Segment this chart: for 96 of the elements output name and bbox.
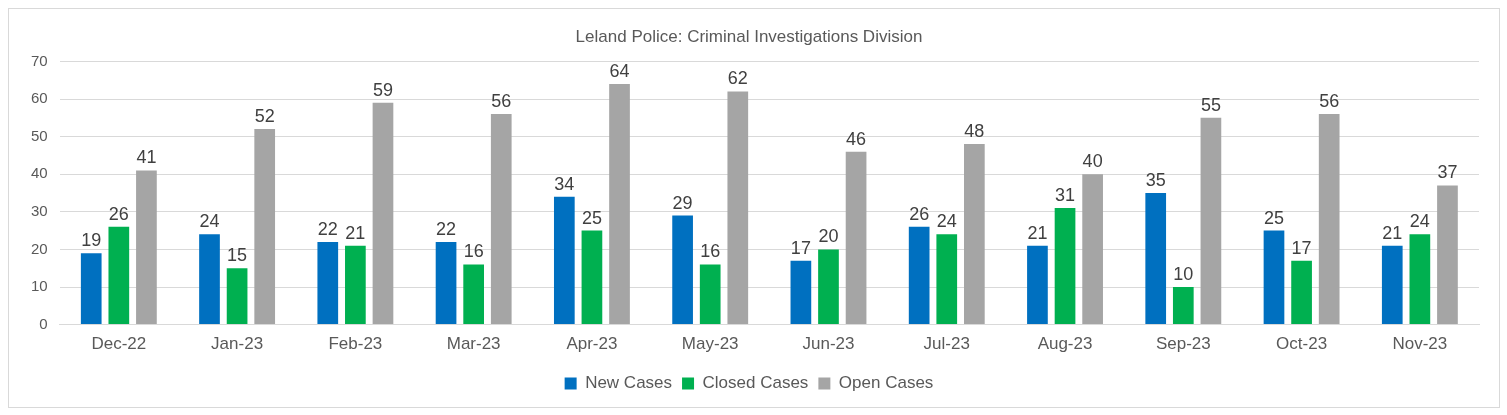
data-label: 16 [463,241,484,262]
chart-title: Leland Police: Criminal Investigations Division [575,26,923,46]
data-label: 15 [227,245,248,266]
bar [845,151,867,325]
x-tick-label: Feb-23 [328,334,383,354]
bar [790,260,812,325]
y-tick-label: 30 [31,201,48,219]
y-tick-label: 60 [31,89,48,107]
bar [1291,260,1312,325]
x-tick-label: Oct-23 [1276,334,1328,354]
data-label: 52 [254,106,275,127]
bar [553,196,575,325]
y-tick-label: 50 [31,126,48,144]
data-label: 10 [1173,263,1194,284]
data-label: 16 [700,241,721,262]
bar [699,264,721,325]
data-label: 21 [1382,222,1403,243]
data-label: 21 [1027,222,1048,243]
bar [1437,185,1458,325]
bar [108,226,130,325]
data-label: 37 [1437,162,1458,183]
data-label: 17 [1291,237,1312,258]
x-tick-label: Nov-23 [1392,334,1448,354]
bar [1027,245,1048,325]
legend-label: Open Cases [838,373,934,393]
bar [226,268,248,325]
y-tick-label: 40 [31,164,48,182]
y-tick-label: 20 [31,239,48,257]
y-tick-label: 0 [39,314,48,332]
data-label: 35 [1145,169,1166,190]
bar [672,215,693,325]
data-label: 48 [964,121,985,142]
x-tick-label: Aug-23 [1037,334,1093,354]
bar [435,241,457,325]
bar [1318,114,1340,325]
bar [581,230,603,325]
data-label: 24 [1409,211,1430,232]
x-tick-label: May-23 [681,334,739,354]
data-label: 31 [1055,185,1076,206]
bar [345,245,366,325]
bar [372,102,394,325]
bar [908,226,930,325]
data-label: 40 [1082,151,1103,172]
bar [463,264,484,325]
bar [964,144,985,325]
bar [1200,117,1222,325]
data-label: 26 [909,203,930,224]
bar [1263,230,1285,325]
bar [254,129,276,325]
data-label: 56 [491,91,512,112]
bar [936,234,958,325]
bar [1082,174,1103,325]
bar [818,249,839,325]
data-label: 22 [317,218,338,239]
data-label: 17 [790,237,811,258]
y-tick-label: 10 [31,277,48,295]
data-label: 26 [108,203,129,224]
data-label: 22 [436,218,457,239]
legend-label: Closed Cases [702,373,809,393]
bar [1172,287,1194,325]
data-label: 29 [672,192,693,213]
bar [136,170,157,325]
data-label: 25 [581,207,602,228]
data-label: 24 [199,211,220,232]
data-label: 55 [1200,94,1221,115]
x-tick-label: Jul-23 [923,334,970,354]
data-label: 64 [609,60,630,81]
data-label: 21 [345,222,366,243]
data-label: 59 [372,79,393,100]
bar [317,241,339,325]
legend-label: New Cases [585,373,673,393]
data-label: 41 [136,147,157,168]
bar [1381,245,1403,325]
bar [1054,208,1076,325]
x-tick-label: Dec-22 [91,334,147,354]
x-tick-label: Mar-23 [446,334,501,354]
y-tick-label: 70 [31,51,48,69]
data-label: 34 [554,173,575,194]
bar [727,91,749,325]
data-label: 19 [81,230,102,251]
data-label: 25 [1263,207,1284,228]
bar [609,83,630,325]
data-label: 20 [818,226,839,247]
bar [1409,234,1431,325]
bar [80,253,102,325]
data-label: 62 [727,68,748,89]
data-label: 24 [936,211,957,232]
x-tick-label: Jun-23 [802,334,855,354]
bar [490,114,512,325]
bar [199,234,220,325]
x-tick-label: Jan-23 [211,334,264,354]
data-label: 46 [846,128,867,149]
x-tick-label: Apr-23 [566,334,618,354]
bar [1145,193,1167,325]
x-tick-label: Sep-23 [1155,334,1211,354]
data-label: 56 [1319,91,1340,112]
